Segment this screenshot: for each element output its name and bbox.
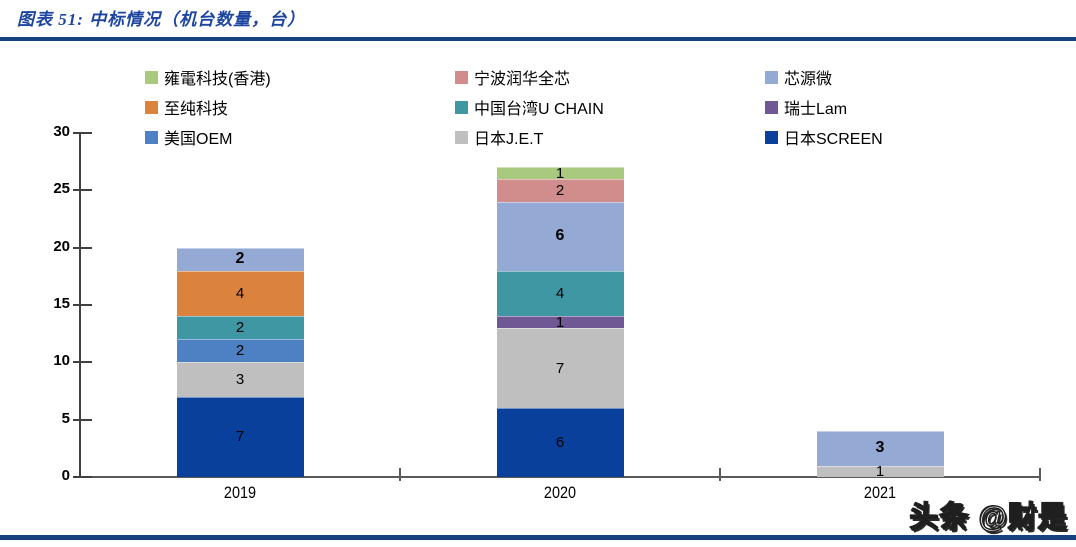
legend-swatch-icon	[145, 70, 158, 84]
bar-segment: 7	[496, 327, 624, 409]
bar-segment: 4	[176, 270, 304, 317]
legend-label: 中国台湾U CHAIN	[474, 101, 604, 118]
segment-value-label: 2	[235, 342, 245, 360]
legend-label: 日本SCREEN	[784, 131, 883, 148]
legend-item: 宁波润华全芯	[455, 65, 765, 89]
figure-title: 图表 51: 中标情况（机台数量，台）	[17, 10, 306, 29]
legend-swatch-icon	[765, 70, 778, 84]
header-divider	[0, 37, 1076, 41]
legend-label: 美国OEM	[164, 131, 233, 148]
bar-segment: 1	[816, 462, 944, 480]
x-axis-tick	[719, 468, 721, 481]
segment-value-label: 4	[555, 285, 565, 303]
segment-value-label: 6	[555, 434, 565, 452]
x-axis-tick	[399, 468, 401, 481]
bar-segment: 6	[496, 408, 624, 477]
segment-value-label: 6	[555, 227, 565, 245]
y-axis-tick	[73, 132, 92, 134]
segment-value-label: 2	[235, 319, 245, 337]
watermark: 头条 @财是	[909, 501, 1068, 535]
legend-item: 雍電科技(香港)	[145, 65, 455, 89]
segment-value-label: 2	[235, 250, 245, 268]
legend-item: 中国台湾U CHAIN	[455, 95, 765, 119]
segment-value-label: 1	[555, 164, 565, 182]
y-tick-label: 30	[53, 123, 70, 140]
bar-segment: 6	[496, 201, 624, 271]
bar-segment: 3	[176, 362, 304, 397]
y-axis-tick	[73, 361, 92, 364]
segment-value-label: 4	[235, 285, 245, 303]
y-axis-tick	[73, 304, 92, 306]
legend-item: 至纯科技	[145, 95, 455, 119]
y-tick-label: 25	[53, 180, 70, 198]
bar-segment: 2	[176, 316, 304, 340]
footer-divider	[0, 535, 1076, 540]
legend-item: 日本SCREEN	[765, 125, 883, 149]
x-category-label: 2019	[223, 483, 257, 502]
segment-value-label: 3	[875, 439, 885, 457]
segment-value-label: 1	[875, 462, 885, 480]
bar-segment: 1	[496, 164, 624, 182]
segment-value-label: 7	[235, 428, 245, 446]
legend-swatch-icon	[455, 70, 468, 84]
legend-swatch-icon	[145, 100, 158, 114]
legend-swatch-icon	[765, 100, 778, 114]
segment-value-label: 3	[235, 371, 245, 389]
legend-swatch-icon	[145, 130, 158, 144]
bar-segment: 7	[176, 396, 304, 477]
legend-swatch-icon	[455, 100, 468, 114]
y-tick-label: 20	[53, 237, 70, 255]
x-axis-tick	[1039, 468, 1041, 481]
y-tick-label: 10	[53, 352, 70, 370]
y-axis-tick	[73, 246, 92, 249]
legend-label: 芯源微	[784, 71, 833, 88]
bar-segment: 2	[496, 178, 624, 202]
bar-segment: 2	[176, 247, 304, 271]
x-axis-line	[79, 476, 1041, 478]
bar-segment: 3	[816, 431, 944, 466]
legend-item: 日本J.E.T	[455, 125, 765, 149]
x-category-label: 2021	[863, 483, 897, 502]
chart-legend: 雍電科技(香港) 宁波润华全芯 芯源微至纯科技 中国台湾U CHAIN 瑞士Lam 美国O…	[145, 62, 883, 152]
legend-item: 芯源微	[765, 65, 883, 89]
legend-label: 日本J.E.T	[474, 131, 544, 148]
segment-value-label: 2	[555, 181, 565, 199]
segment-value-label: 7	[555, 359, 565, 377]
legend-label: 宁波润华全芯	[474, 71, 571, 88]
y-axis-tick	[73, 476, 92, 478]
legend-label: 雍電科技(香港)	[164, 71, 271, 88]
bar-segment: 1	[496, 313, 624, 331]
segment-value-label: 1	[555, 313, 565, 331]
y-tick-label: 5	[61, 409, 70, 427]
y-tick-label: 0	[61, 467, 70, 484]
y-axis-tick	[73, 189, 92, 192]
y-tick-label: 15	[53, 295, 70, 312]
legend-swatch-icon	[455, 130, 468, 144]
bar-segment: 2	[176, 339, 304, 363]
legend-label: 瑞士Lam	[784, 101, 848, 118]
legend-label: 至纯科技	[164, 101, 229, 118]
legend-swatch-icon	[765, 130, 778, 144]
legend-item: 瑞士Lam	[765, 95, 883, 119]
legend-item: 美国OEM	[145, 125, 455, 149]
x-category-label: 2020	[543, 483, 577, 502]
bar-segment: 4	[496, 270, 624, 317]
y-axis-tick	[73, 418, 92, 421]
